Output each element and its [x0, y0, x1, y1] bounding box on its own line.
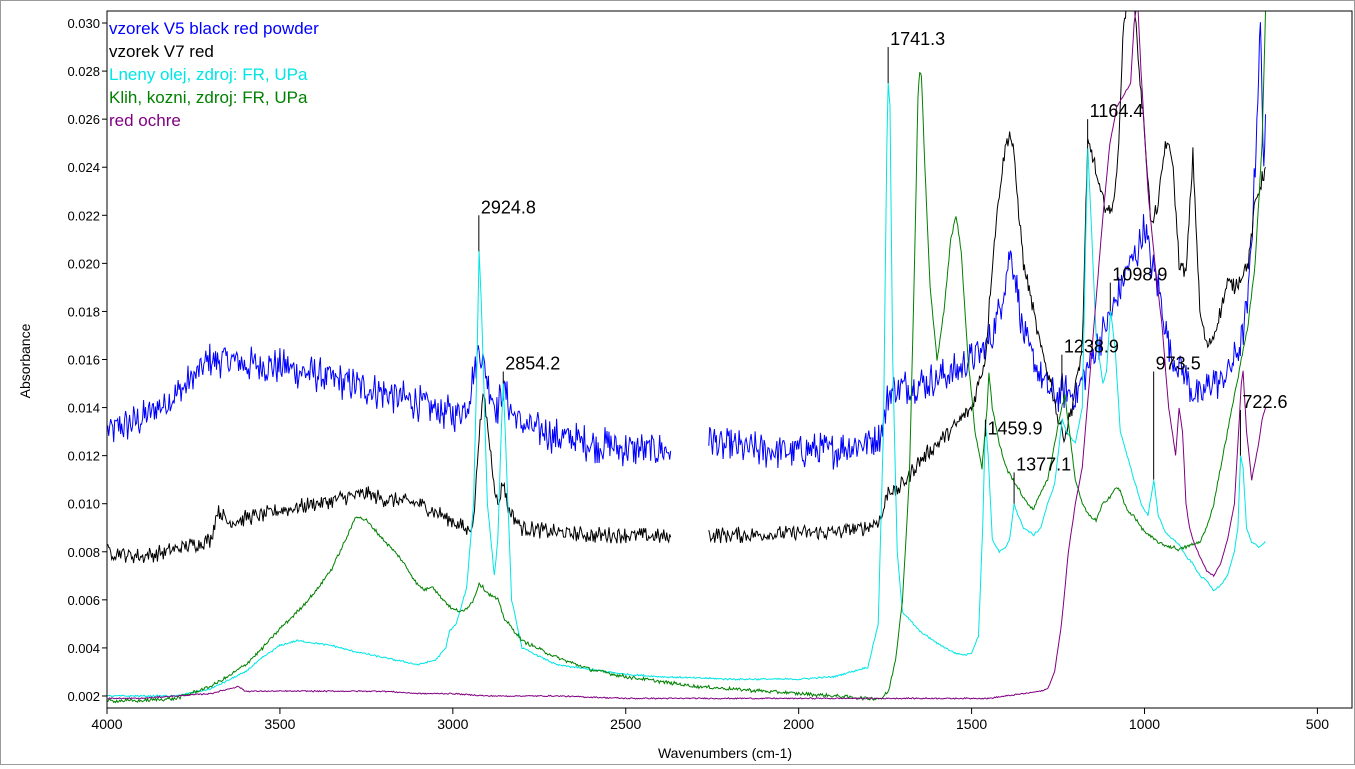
y-tick-label: 0.004 — [67, 641, 100, 656]
y-tick-label: 0.022 — [67, 208, 100, 223]
series-line-1 — [708, 22, 1266, 470]
x-tick-label: 4000 — [91, 716, 122, 732]
x-tick-label: 3000 — [437, 716, 468, 732]
legend-entry: vzorek V7 red — [109, 42, 214, 61]
series-line-5 — [107, 11, 1266, 700]
peak-label: 722.6 — [1242, 392, 1287, 412]
y-tick-label: 0.024 — [67, 160, 100, 175]
peak-label: 1098.9 — [1112, 265, 1167, 285]
peak-label: 1238.9 — [1064, 337, 1119, 357]
peak-label: 1741.3 — [890, 29, 945, 49]
legend-entry: Klih, kozni, zdroj: FR, UPa — [109, 88, 308, 107]
legend-entry: Lneny olej, zdroj: FR, UPa — [109, 65, 308, 84]
y-axis-title: Absorbance — [17, 323, 33, 398]
y-tick-label: 0.020 — [67, 256, 100, 271]
series-line-2 — [107, 393, 672, 564]
y-tick-label: 0.026 — [67, 112, 100, 127]
y-tick-label: 0.018 — [67, 304, 100, 319]
x-tick-label: 1500 — [956, 716, 987, 732]
y-tick-label: 0.006 — [67, 593, 100, 608]
series-line-3 — [107, 82, 1266, 698]
series-line-2 — [708, 11, 1266, 544]
peak-label: 2854.2 — [505, 354, 560, 374]
y-tick-label: 0.002 — [67, 689, 100, 704]
series-line-4 — [107, 11, 1266, 704]
peak-label: 1164.4 — [1090, 101, 1144, 121]
y-tick-label: 0.008 — [67, 545, 100, 560]
series-line-1 — [107, 343, 672, 467]
y-tick-label: 0.016 — [67, 353, 100, 368]
x-tick-label: 3500 — [264, 716, 295, 732]
peak-label: 1377.1 — [1016, 454, 1071, 474]
y-tick-label: 0.014 — [67, 401, 100, 416]
y-tick-label: 0.030 — [67, 16, 100, 31]
legend-entry: red ochre — [109, 111, 181, 130]
x-tick-label: 2000 — [783, 716, 814, 732]
y-tick-label: 0.010 — [67, 497, 100, 512]
x-tick-label: 1000 — [1129, 716, 1160, 732]
x-tick-label: 500 — [1306, 716, 1330, 732]
x-axis-title: Wavenumbers (cm-1) — [658, 745, 792, 761]
peak-label: 2924.8 — [481, 197, 536, 217]
peak-label: 1459.9 — [987, 418, 1042, 438]
y-tick-label: 0.012 — [67, 449, 100, 464]
x-tick-label: 2500 — [610, 716, 641, 732]
peak-label: 973.5 — [1156, 354, 1201, 374]
y-tick-label: 0.028 — [67, 64, 100, 79]
legend-entry: vzorek V5 black red powder — [109, 19, 319, 38]
